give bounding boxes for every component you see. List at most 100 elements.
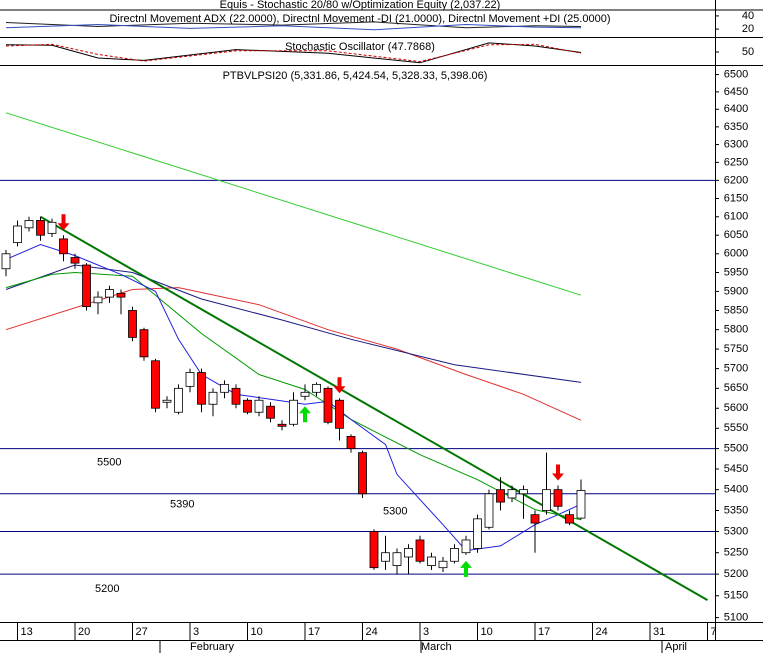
- candle-body: [381, 552, 390, 562]
- indicator-line: [5, 23, 582, 31]
- candle-body: [300, 391, 310, 397]
- x-tick-label: 3: [193, 626, 199, 638]
- y-tick-label: 5550: [724, 422, 748, 434]
- y-tick-label: 5950: [724, 266, 748, 278]
- y-tick-label: 6000: [724, 248, 748, 260]
- panel-title: Stochastic Oscillator (47.7868): [285, 41, 435, 53]
- candle-body: [507, 489, 517, 499]
- x-tick-label: 17: [308, 626, 320, 638]
- x-tick-label: 10: [481, 626, 493, 638]
- candle-body: [565, 514, 574, 524]
- candle-body: [185, 372, 195, 387]
- candle-body: [174, 387, 183, 413]
- y-tick-label: 6150: [724, 192, 748, 204]
- y-tick-label: 5450: [724, 463, 748, 475]
- y-tick-label: 5350: [724, 504, 748, 516]
- candle-body: [346, 435, 356, 449]
- candle-body: [542, 489, 551, 511]
- x-tick-label: 31: [653, 626, 665, 638]
- y-tick-label: 6450: [724, 86, 748, 98]
- indicator-line: [5, 43, 582, 63]
- candle-body: [82, 264, 91, 308]
- y-tick-label: 5750: [724, 343, 748, 355]
- y-tick-label: 5200: [724, 568, 748, 580]
- y-tick-label: 5250: [724, 547, 748, 559]
- candle-body: [208, 391, 218, 405]
- buy-arrow: [460, 560, 472, 577]
- candle-body: [266, 405, 275, 419]
- candle-body: [530, 514, 540, 524]
- candle-body: [36, 220, 45, 236]
- y-tick-label: 5500: [724, 442, 748, 454]
- y-tick-label: 6200: [724, 174, 748, 186]
- x-tick-label: 17: [538, 626, 550, 638]
- candle-body: [519, 489, 528, 495]
- candle-body: [128, 310, 137, 338]
- candle-body: [473, 518, 482, 549]
- y-tick-label: 5900: [724, 285, 748, 297]
- y-tick-label: 6300: [724, 138, 748, 150]
- x-tick-label: 10: [251, 626, 263, 638]
- horizontal-line-label: 5300: [383, 505, 407, 517]
- candle-body: [392, 552, 402, 566]
- moving-average: [5, 271, 582, 521]
- candle-body: [438, 560, 448, 569]
- y-tick-label: 6400: [724, 103, 748, 115]
- y-tick-label: 5600: [724, 402, 748, 414]
- candle-body: [576, 490, 586, 519]
- x-tick-label: 3: [423, 626, 429, 638]
- sell-arrow: [552, 464, 564, 481]
- y-tick-label: 6050: [724, 229, 748, 241]
- candle-body: [47, 221, 57, 234]
- candle-body: [197, 372, 206, 405]
- candle-body: [231, 387, 241, 405]
- candle-body: [450, 548, 459, 562]
- candle-body: [461, 539, 471, 554]
- y-tick-label: 6250: [724, 156, 748, 168]
- panel-title: Equis - Stochastic 20/80 w/Optimization …: [220, 0, 501, 11]
- indicator-line: [5, 21, 582, 29]
- chart-title: PTBVLPSI20 (5,331.86, 5,424.54, 5,328.33…: [223, 70, 488, 82]
- sell-arrow: [333, 377, 346, 394]
- y-tick-label: 20: [742, 23, 754, 35]
- y-tick-label: 5850: [724, 304, 748, 316]
- y-tick-label: 5150: [724, 590, 748, 602]
- candle-body: [93, 296, 103, 304]
- candle-body: [312, 383, 321, 393]
- y-tick-label: 5650: [724, 382, 748, 394]
- y-tick-label: 5400: [724, 484, 748, 496]
- candle-body: [415, 539, 425, 562]
- candle-body: [220, 383, 229, 393]
- y-tick-label: 5300: [724, 525, 748, 537]
- candle-body: [369, 531, 379, 569]
- x-tick-label: 24: [366, 626, 378, 638]
- horizontal-line-label: 5390: [170, 499, 194, 511]
- y-tick-label: 6500: [724, 68, 748, 80]
- panel-title: Directnl Movement ADX (22.0000), Directn…: [109, 13, 610, 25]
- candle-body: [496, 489, 505, 503]
- candle-body: [323, 387, 333, 423]
- candle-body: [139, 329, 149, 358]
- y-tick-label: 40: [742, 10, 754, 22]
- month-label: April: [665, 641, 687, 653]
- y-tick-label: 5700: [724, 363, 748, 375]
- month-label: February: [190, 641, 235, 653]
- x-tick-label: 13: [21, 626, 33, 638]
- moving-average: [5, 112, 582, 296]
- candle-body: [1, 253, 11, 270]
- candle-body: [162, 399, 172, 403]
- candle-body: [243, 399, 252, 413]
- candle-body: [13, 225, 22, 244]
- candle-body: [277, 423, 287, 427]
- candle-body: [105, 289, 114, 298]
- y-tick-label: 50: [742, 46, 754, 58]
- y-tick-label: 5100: [724, 612, 748, 624]
- x-tick-label: 7: [711, 626, 717, 638]
- candle-body: [151, 360, 160, 409]
- month-label: March: [421, 641, 452, 653]
- y-tick-label: 6100: [724, 211, 748, 223]
- x-tick-label: 27: [136, 626, 148, 638]
- sell-arrow: [57, 214, 70, 231]
- horizontal-line-label: 5200: [95, 583, 119, 595]
